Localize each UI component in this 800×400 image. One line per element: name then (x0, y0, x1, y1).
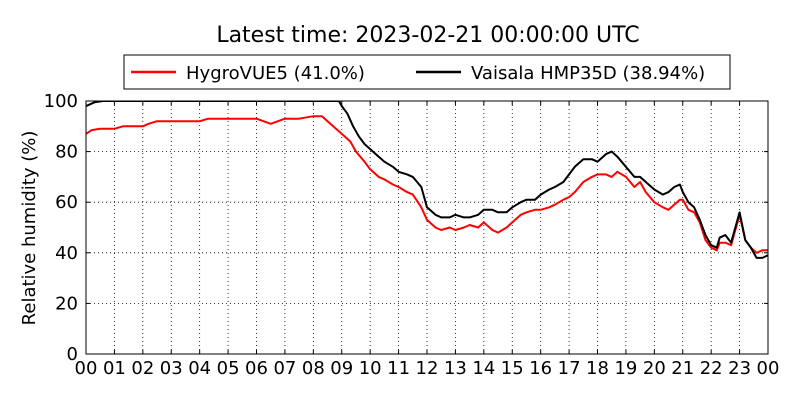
x-tick-label: 17 (558, 358, 581, 379)
x-tick-label: 04 (188, 358, 211, 379)
x-tick-label: 21 (671, 358, 694, 379)
x-tick-label: 12 (416, 358, 439, 379)
series-line-vaisala (86, 101, 768, 259)
plot-frame (85, 100, 769, 355)
legend: HygroVUE5 (41.0%) Vaisala HMP35D (38.94%… (123, 54, 731, 90)
x-tick-label: 09 (330, 358, 353, 379)
x-tick-label: 01 (103, 358, 126, 379)
y-axis-label: Relative humidity (%) (19, 131, 40, 326)
legend-label-hygrovue5: HygroVUE5 (41.0%) (186, 63, 365, 84)
x-tick-label: 10 (359, 358, 382, 379)
legend-label-vaisala: Vaisala HMP35D (38.94%) (471, 63, 705, 84)
series-layer (86, 101, 768, 259)
x-tick-label: 20 (643, 358, 666, 379)
y-tick-label: 20 (55, 293, 78, 314)
x-tick-label: 00 (757, 358, 780, 379)
x-tick-label: 18 (586, 358, 609, 379)
x-tick-label: 05 (217, 358, 240, 379)
x-tick-label: 08 (302, 358, 325, 379)
y-tick-label: 60 (55, 192, 78, 213)
x-tick-label: 00 (75, 358, 98, 379)
x-tick-label: 16 (529, 358, 552, 379)
x-tick-label: 19 (614, 358, 637, 379)
x-tick-label: 15 (501, 358, 524, 379)
x-tick-label: 14 (472, 358, 495, 379)
x-tick-label: 13 (444, 358, 467, 379)
y-tick-label: 40 (55, 243, 78, 264)
y-tick-label: 80 (55, 142, 78, 163)
x-tick-label: 23 (728, 358, 751, 379)
x-tick-label: 06 (245, 358, 268, 379)
grid (86, 101, 768, 354)
chart-title: Latest time: 2023-02-21 00:00:00 UTC (216, 23, 639, 48)
x-tick-label: 07 (273, 358, 296, 379)
series-line-hygrovue5 (86, 115, 768, 254)
y-tick-label: 100 (44, 91, 78, 112)
x-tick-label: 02 (131, 358, 154, 379)
x-tick-label: 11 (387, 358, 410, 379)
y-tick-label: 0 (67, 344, 78, 365)
x-tick-label: 03 (160, 358, 183, 379)
x-tick-label: 22 (700, 358, 723, 379)
axis-ticks: 00 01 02 03 04 05 06 07 08 09 10 11 12 13 14 15 16 17 18 19… (44, 91, 780, 379)
